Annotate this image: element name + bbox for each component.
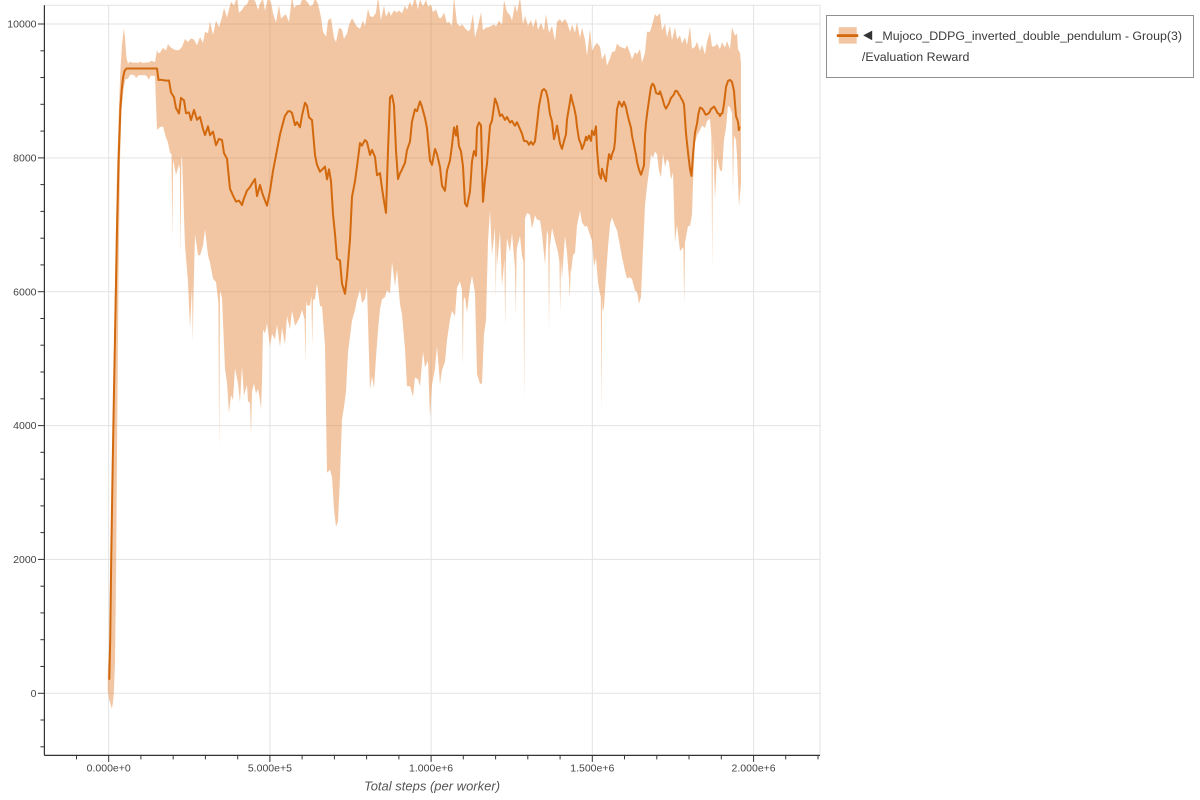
svg-text:/Evaluation Reward: /Evaluation Reward [862,50,970,64]
svg-text:6000: 6000 [13,286,37,298]
svg-text:2.000e+6: 2.000e+6 [732,763,776,775]
svg-text:2000: 2000 [13,554,37,566]
svg-text:8000: 8000 [13,153,37,165]
svg-text:0: 0 [31,688,37,700]
svg-text:1.000e+6: 1.000e+6 [409,763,453,775]
svg-text:4000: 4000 [13,420,37,432]
svg-text:5.000e+5: 5.000e+5 [248,763,292,775]
svg-text:Total steps (per worker): Total steps (per worker) [364,779,500,794]
svg-text:0.000e+0: 0.000e+0 [87,763,131,775]
svg-text:10000: 10000 [7,19,36,31]
svg-text:1.500e+6: 1.500e+6 [570,763,614,775]
svg-text:_Mujoco_DDPG_inverted_double_p: _Mujoco_DDPG_inverted_double_pendulum - … [875,29,1183,43]
